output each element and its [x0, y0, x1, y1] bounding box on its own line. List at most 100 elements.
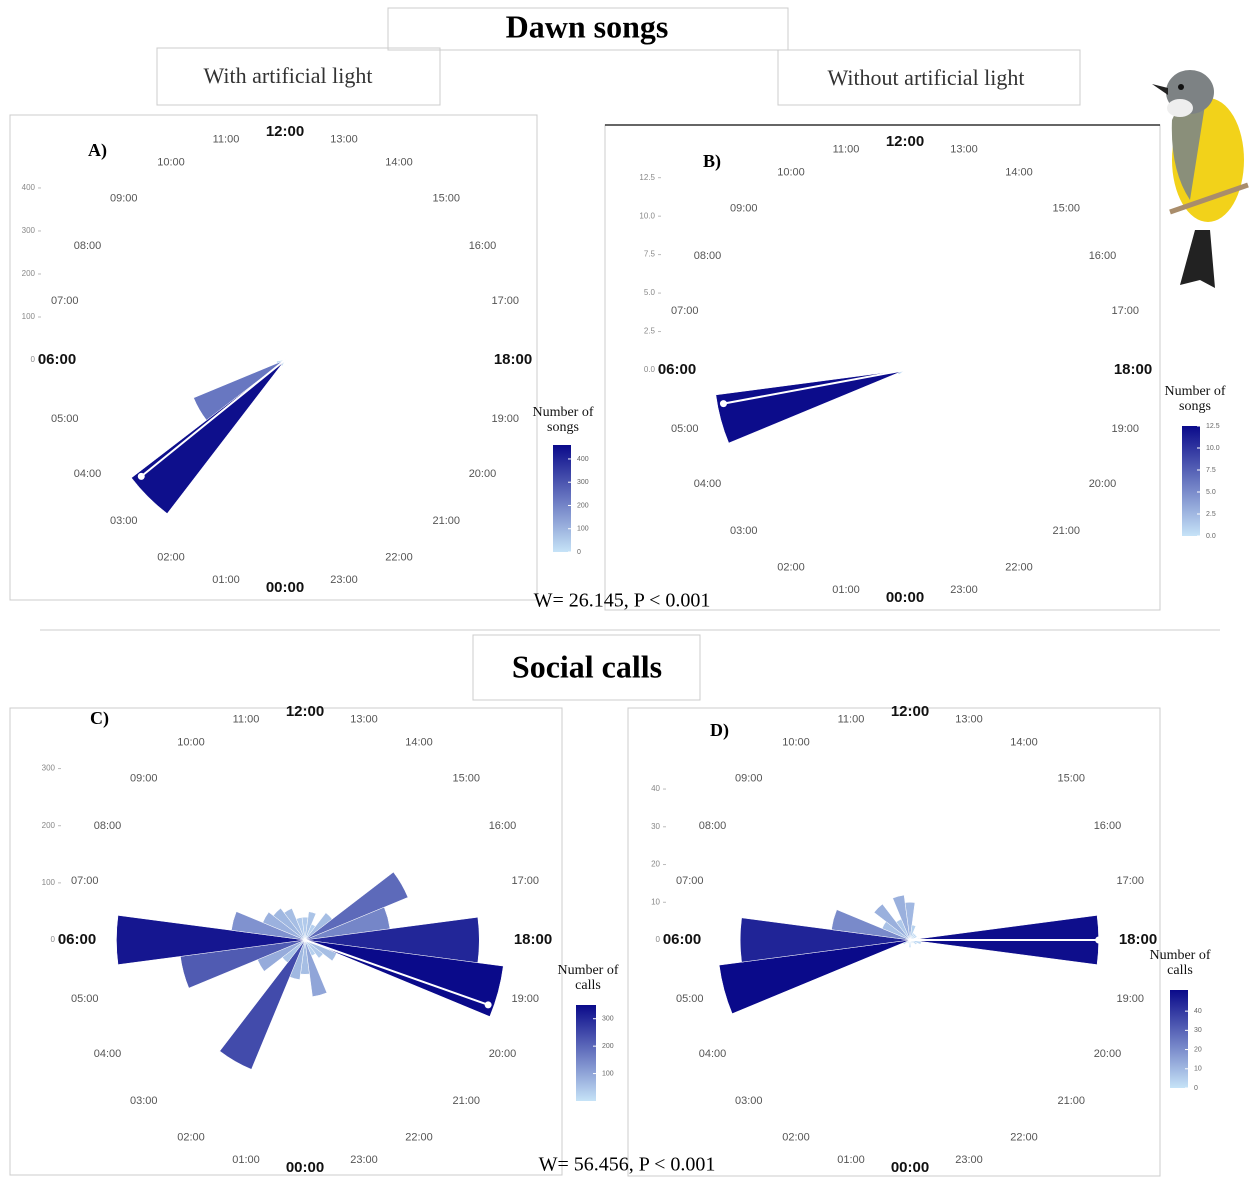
- radial-tick-label: 0: [51, 935, 56, 944]
- hour-label: 09:00: [110, 193, 138, 205]
- hour-label: 21:00: [1052, 525, 1080, 537]
- radial-tick-label: 7.5: [644, 250, 656, 259]
- hour-label: 03:00: [730, 525, 758, 537]
- hour-label: 18:00: [1119, 931, 1157, 948]
- hour-label: 04:00: [694, 478, 722, 490]
- hour-label: 04:00: [94, 1048, 122, 1060]
- hour-label: 01:00: [212, 574, 240, 586]
- hour-label: 07:00: [51, 295, 79, 307]
- colorbar-tick-label: 2.5: [1206, 511, 1216, 518]
- hour-label: 19:00: [511, 993, 539, 1005]
- hour-label: 22:00: [1010, 1131, 1038, 1143]
- hour-label: 19:00: [491, 413, 519, 425]
- panel-label: B): [703, 151, 721, 172]
- mean-vector: [141, 360, 285, 476]
- hour-label: 05:00: [671, 423, 699, 435]
- hour-label: 14:00: [1010, 736, 1038, 748]
- colorbar-tick-label: 200: [577, 502, 589, 509]
- hour-label: 07:00: [671, 305, 699, 317]
- hour-label: 18:00: [1114, 361, 1152, 378]
- radial-tick-label: 400: [22, 183, 36, 192]
- hour-label: 09:00: [730, 203, 758, 215]
- hour-label: 03:00: [130, 1095, 158, 1107]
- mean-vector-head: [138, 473, 145, 480]
- colorbar-tick-label: 5.0: [1206, 489, 1216, 496]
- hour-label: 00:00: [886, 589, 924, 606]
- hour-label: 16:00: [489, 820, 517, 832]
- hour-label: 01:00: [232, 1154, 260, 1166]
- hour-label: 08:00: [694, 250, 722, 262]
- radial-tick-label: 0: [31, 355, 36, 364]
- panel-label: A): [88, 140, 107, 161]
- hour-label: 17:00: [1111, 305, 1139, 317]
- radial-tick-label: 40: [651, 784, 660, 793]
- hour-label: 12:00: [266, 123, 304, 140]
- radial-tick-label: 10.0: [639, 211, 655, 220]
- colorbar-tick-label: 100: [602, 1070, 614, 1077]
- hour-label: 02:00: [782, 1131, 810, 1143]
- statistic: W= 26.145, P < 0.001: [534, 590, 711, 612]
- colorbar-tick-label: 7.5: [1206, 467, 1216, 474]
- colorbar-tick-label: 0: [577, 549, 581, 556]
- radial-tick-label: 100: [42, 878, 56, 887]
- hour-label: 02:00: [157, 551, 185, 563]
- section-title: Social calls: [512, 648, 662, 684]
- hour-label: 23:00: [955, 1154, 983, 1166]
- radial-tick-label: 2.5: [644, 327, 656, 336]
- page: Dawn songs With artificial light Without…: [0, 0, 1254, 1178]
- hour-label: 06:00: [38, 351, 76, 368]
- bird-illustration: [1152, 70, 1248, 288]
- colorbar-tick-label: 100: [577, 526, 589, 533]
- hour-label: 00:00: [891, 1159, 929, 1176]
- hour-label: 04:00: [74, 468, 102, 480]
- hour-label: 17:00: [491, 295, 519, 307]
- hour-label: 21:00: [432, 515, 460, 527]
- hour-label: 10:00: [782, 736, 810, 748]
- hour-label: 15:00: [1057, 773, 1085, 785]
- hour-label: 19:00: [1116, 993, 1144, 1005]
- hour-label: 12:00: [891, 703, 929, 720]
- hour-label: 20:00: [489, 1048, 517, 1060]
- hour-label: 17:00: [1116, 875, 1144, 887]
- radial-tick-label: 12.5: [639, 173, 655, 182]
- hour-label: 04:00: [699, 1048, 727, 1060]
- hour-label: 11:00: [833, 144, 860, 156]
- hour-label: 14:00: [1005, 166, 1033, 178]
- hour-label: 20:00: [469, 468, 497, 480]
- hour-label: 07:00: [676, 875, 704, 887]
- colorbar-tick-label: 400: [577, 456, 589, 463]
- radial-tick-label: 200: [42, 821, 56, 830]
- hour-label: 10:00: [157, 156, 185, 168]
- hour-label: 11:00: [213, 134, 240, 146]
- hour-label: 18:00: [494, 351, 532, 368]
- hour-label: 19:00: [1111, 423, 1139, 435]
- radial-tick-label: 0: [656, 935, 661, 944]
- colorbar-tick-label: 300: [602, 1016, 614, 1023]
- hour-label: 08:00: [699, 820, 727, 832]
- hour-label: 08:00: [94, 820, 122, 832]
- hour-label: 18:00: [514, 931, 552, 948]
- legend-title: Number of calls: [548, 963, 628, 993]
- colorbar-tick-label: 20: [1194, 1046, 1202, 1053]
- colorbar: [1182, 426, 1200, 536]
- hour-label: 01:00: [832, 584, 860, 596]
- hour-label: 14:00: [405, 736, 433, 748]
- colorbar-tick-label: 12.5: [1206, 423, 1220, 430]
- radial-tick-label: 0.0: [644, 365, 656, 374]
- legend-title: Number of calls: [1140, 948, 1220, 978]
- hour-label: 20:00: [1089, 478, 1117, 490]
- colorbar-tick-label: 300: [577, 479, 589, 486]
- legend-title: Number of songs: [522, 405, 604, 435]
- hour-label: 21:00: [452, 1095, 480, 1107]
- hour-label: 05:00: [71, 993, 99, 1005]
- hour-label: 23:00: [330, 574, 358, 586]
- hour-label: 22:00: [405, 1131, 433, 1143]
- hour-label: 11:00: [233, 714, 260, 726]
- mean-vector-head: [1095, 937, 1102, 944]
- hour-label: 20:00: [1094, 1048, 1122, 1060]
- panel-label: D): [710, 720, 729, 741]
- colorbar-tick-label: 0.0: [1206, 533, 1216, 540]
- figure: Dawn songs With artificial light Without…: [0, 0, 1254, 1178]
- radial-tick-label: 20: [651, 860, 660, 869]
- colorbar-tick-label: 10: [1194, 1066, 1202, 1073]
